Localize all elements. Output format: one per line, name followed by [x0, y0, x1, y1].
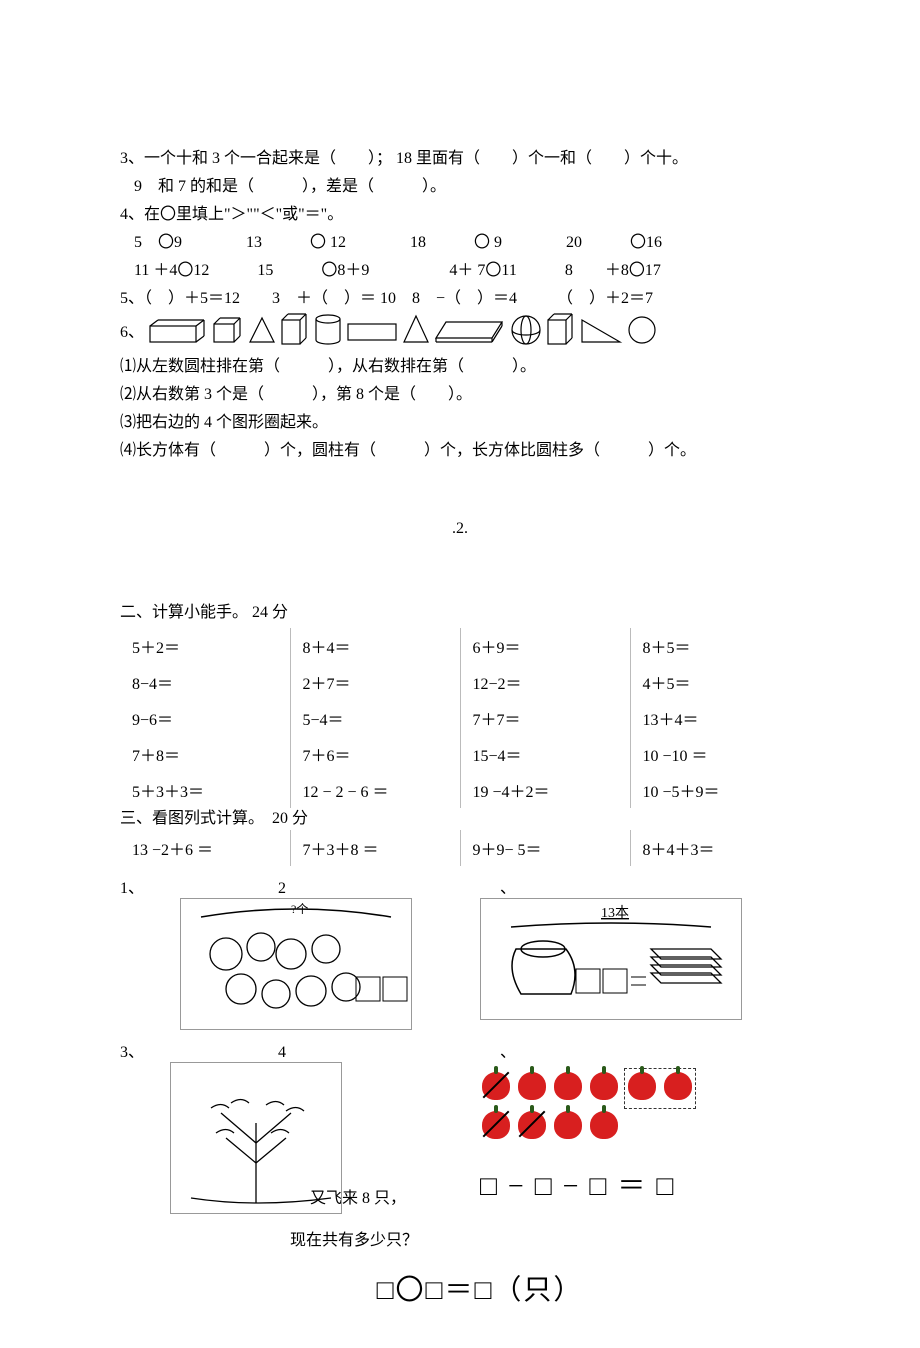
pic-row-2: 3、 4 又飞来 8 只， 现在共有多少只？ 、 [120, 1038, 800, 1250]
geometry-shapes-icon [148, 312, 788, 348]
apple-row-2 [480, 1109, 800, 1146]
q6-sub1: ⑴从左数圆柱排在第（ ），从右数排在第（ ）。 [120, 352, 800, 376]
q6-shapes-row: 6、 [120, 312, 800, 348]
calc-cell: 10 −5＋9＝ [630, 772, 800, 808]
apple-icon [482, 1072, 510, 1100]
page-marker: .2. [120, 520, 800, 538]
calc-cell: 7＋3＋8 ＝ [290, 830, 460, 866]
calc-cell: 15−4＝ [460, 736, 630, 772]
calc-cell: 9−6＝ [120, 700, 290, 736]
calc-cell: 8−4＝ [120, 664, 290, 700]
q2-sep: 、 [500, 880, 516, 897]
q6-sub2: ⑵从右数第 3 个是（ ），第 8 个是（ ）。 [120, 380, 800, 404]
q4-row2: 11 ＋4〇12 15 〇8＋9 4＋ 7〇11 8 ＋8〇17 [120, 256, 800, 280]
q4-row1: 5 〇9 13 〇 12 18 〇 9 20 〇16 [120, 228, 800, 252]
apple-icon [590, 1111, 618, 1139]
birds-tree-sketch-icon [171, 1063, 341, 1213]
calc-cell: 13 −2＋6 ＝ [120, 830, 290, 866]
calc-cell: 7＋6＝ [290, 736, 460, 772]
books-caption: 13本 [601, 905, 629, 921]
calc-cell: 13＋4＝ [630, 700, 800, 736]
calc-cell: 8＋4＝ [290, 628, 460, 664]
section3-heading: 三、看图列式计算。 20 分 [120, 804, 800, 828]
calc-cell: 4＋5＝ [630, 664, 800, 700]
apple-icon [518, 1072, 546, 1100]
apple-icon [590, 1072, 618, 1100]
q2-label-num: 2 [278, 880, 286, 897]
q3-line1: 3、一个十和 3 个一合起来是（ ）； 18 里面有（ ）个一和（ ）个十。 [120, 144, 800, 168]
calc-cell: 5＋3＋3＝ [120, 772, 290, 808]
calc-cell: 8＋5＝ [630, 628, 800, 664]
apple-group [624, 1068, 696, 1109]
calc-cell: 10 −10 ＝ [630, 736, 800, 772]
brace-label: ?个 [291, 902, 308, 916]
calc-cell: 5−4＝ [290, 700, 460, 736]
calc-cell: 12−2＝ [460, 664, 630, 700]
books-sketch-icon: 13本 [481, 899, 741, 1019]
calc-cell: 7＋7＝ [460, 700, 630, 736]
apple-icon [518, 1111, 546, 1139]
apple-icon [628, 1072, 656, 1100]
q6-sub4: ⑷长方体有（ ）个，圆柱有（ ）个，长方体比圆柱多（ ）个。 [120, 436, 800, 460]
q4-sep: 、 [500, 1044, 516, 1061]
section2-heading: 二、计算小能手。 24 分 [120, 598, 800, 622]
apple-icon [554, 1111, 582, 1139]
formula-left: □〇□＝□（只） [160, 1268, 800, 1308]
q4-heading: 4、在〇里填上"＞""＜"或"＝"。 [120, 200, 800, 224]
calc-table-extra: 13 −2＋6 ＝ 7＋3＋8 ＝ 9＋9− 5＝ 8＋4＋3＝ [120, 830, 800, 866]
calc-cell: 5＋2＝ [120, 628, 290, 664]
calc-cell: 7＋8＝ [120, 736, 290, 772]
q3-line2: 9 和 7 的和是（ ），差是（ ）。 [120, 172, 800, 196]
q5-text: 5、（ ）＋5＝12 3 ＋（ ）＝ 10 8 −（ ）＝4 （ ）＋2＝7 [120, 284, 800, 308]
calc-cell: 6＋9＝ [460, 628, 630, 664]
calc-cell: 9＋9− 5＝ [460, 830, 630, 866]
q6-sub3: ⑶把右边的 4 个图形圈起来。 [120, 408, 800, 432]
q4-label-num: 4 [278, 1044, 286, 1061]
q3-text2: 现在共有多少只？ [290, 1226, 460, 1250]
calc-cell: 19 −4＋2＝ [460, 772, 630, 808]
pic-row-1: 1、 2 ?个 [120, 874, 800, 1030]
q1-label: 1、 [120, 880, 144, 897]
formula-right: □ − □ − □ ＝ □ [480, 1164, 800, 1204]
apple-icon [664, 1072, 692, 1100]
calc-cell: 2＋7＝ [290, 664, 460, 700]
q3-label: 3、 [120, 1044, 144, 1061]
calc-table: 5＋2＝ 8＋4＝ 6＋9＝ 8＋5＝ 8−4＝ 2＋7＝ 12−2＝ 4＋5＝… [120, 628, 800, 808]
apple-icon [482, 1111, 510, 1139]
apples-sketch-icon: ?个 [181, 899, 411, 1029]
apple-row-1 [480, 1068, 800, 1109]
apple-icon [554, 1072, 582, 1100]
calc-cell: 8＋4＋3＝ [630, 830, 800, 866]
calc-cell: 12 − 2 − 6 ＝ [290, 772, 460, 808]
